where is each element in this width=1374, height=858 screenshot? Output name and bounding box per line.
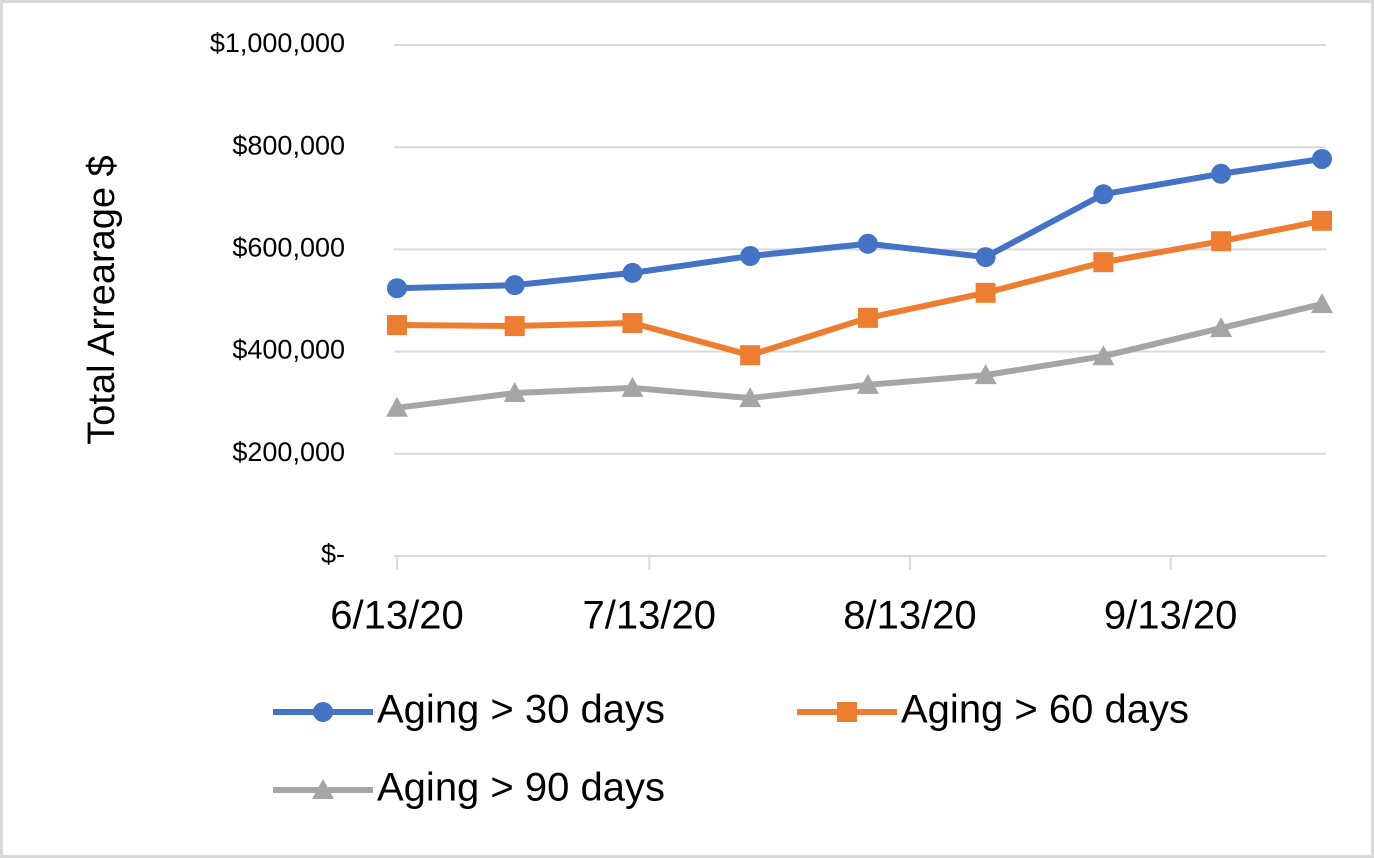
y-axis-title: Total Arrearage $ (81, 155, 123, 444)
x-tick-label: 7/13/20 (583, 594, 716, 638)
data-point (504, 316, 525, 337)
legend-label: Aging > 60 days (901, 688, 1189, 732)
data-point (857, 307, 878, 328)
data-point (739, 387, 762, 408)
data-point (1210, 317, 1233, 338)
y-tick-label: $800,000 (232, 130, 345, 160)
data-point (622, 312, 643, 333)
data-point (1211, 231, 1232, 252)
x-tick-label: 6/13/20 (330, 594, 463, 638)
data-point (504, 275, 525, 296)
data-point (975, 247, 996, 268)
data-point (857, 233, 878, 254)
data-point (503, 381, 526, 402)
legend-marker (313, 702, 333, 722)
legend-marker (837, 702, 857, 722)
data-point (975, 282, 996, 303)
y-tick-label: $400,000 (232, 335, 345, 365)
data-point (740, 246, 761, 267)
y-tick-label: $600,000 (232, 233, 345, 263)
x-tick-label: 8/13/20 (843, 594, 976, 638)
legend-label: Aging > 90 days (377, 766, 665, 810)
data-point (1312, 210, 1332, 231)
data-point (387, 278, 407, 299)
y-tick-label: $1,000,000 (210, 28, 345, 58)
data-point (974, 364, 997, 385)
data-point (621, 376, 644, 397)
data-point (856, 373, 879, 394)
data-point (386, 396, 408, 417)
y-tick-label: $200,000 (232, 437, 345, 467)
data-point (387, 315, 407, 336)
data-point (1093, 252, 1114, 273)
y-tick-label: $- (321, 539, 345, 569)
data-point (740, 345, 761, 366)
legend-marker (312, 779, 334, 799)
data-point (1311, 293, 1333, 314)
x-tick-label: 9/13/20 (1104, 594, 1237, 638)
data-point (622, 262, 643, 283)
data-point (1092, 345, 1115, 366)
data-point (1312, 148, 1332, 169)
data-point (1211, 163, 1232, 184)
data-point (1093, 184, 1114, 205)
legend-label: Aging > 30 days (377, 688, 665, 732)
